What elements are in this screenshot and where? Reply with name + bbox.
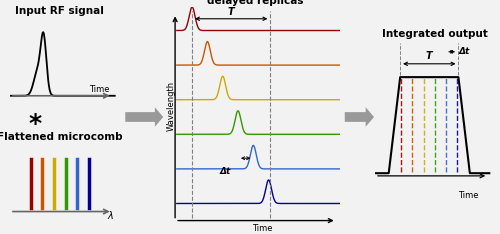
Text: *: * (28, 112, 42, 136)
Text: Time: Time (88, 85, 109, 94)
Text: T: T (426, 51, 432, 61)
Title: Flattened microcomb: Flattened microcomb (0, 132, 122, 142)
Text: Time: Time (458, 191, 479, 200)
Text: T: T (228, 7, 234, 17)
Title: Integrated output: Integrated output (382, 29, 488, 39)
Title: Input RF signal: Input RF signal (15, 6, 104, 16)
Title: Phase-coded and
delayed replicas: Phase-coded and delayed replicas (204, 0, 306, 6)
Text: Wavelength: Wavelength (167, 81, 176, 131)
Text: λ: λ (108, 211, 113, 221)
Text: Δt: Δt (220, 167, 231, 176)
Text: Δt: Δt (458, 47, 469, 56)
Text: Time: Time (252, 224, 272, 233)
